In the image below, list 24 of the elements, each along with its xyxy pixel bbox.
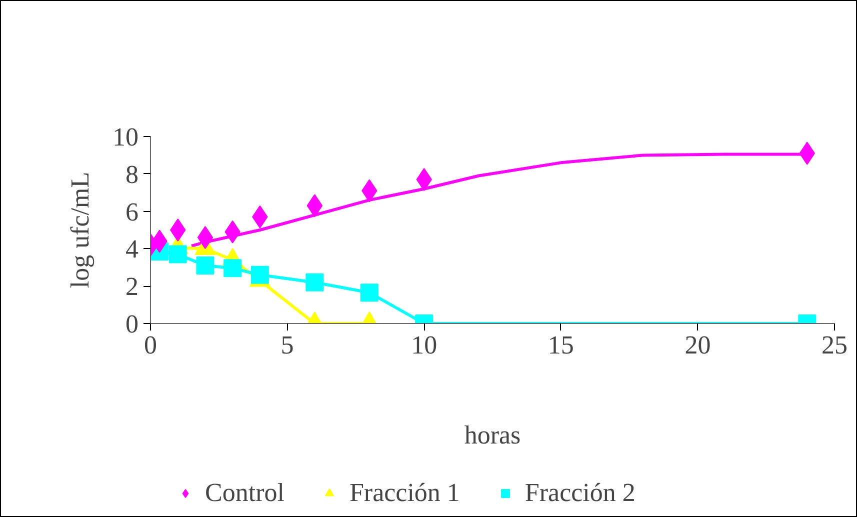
x-tick-label: 0 (144, 330, 157, 360)
point (197, 226, 214, 249)
point (196, 256, 214, 275)
y-tick-label: 8 (126, 160, 138, 189)
x-axis-title: horas (464, 420, 521, 450)
y-axis-title: log ufc/mL (66, 172, 94, 288)
y-tick-label: 10 (112, 122, 138, 152)
x-tick-label: 25 (822, 330, 848, 360)
point (224, 259, 242, 278)
x-tick-label: 15 (548, 330, 574, 360)
point (250, 266, 269, 284)
point (168, 245, 187, 264)
point (306, 273, 324, 292)
legend-label: Fracción 2 (524, 478, 636, 508)
x-tick-label: 10 (411, 330, 438, 360)
y-tick-label: 6 (126, 197, 138, 226)
x-tick-label: 20 (684, 330, 711, 360)
point (360, 284, 378, 302)
legend-label: Control (205, 478, 284, 508)
legend-label: Fracción 1 (349, 478, 460, 508)
y-tick-label: 0 (126, 310, 138, 338)
y-tick-label: 4 (126, 234, 138, 264)
y-tick-label: 2 (126, 272, 138, 302)
x-tick-label: 5 (280, 330, 294, 360)
